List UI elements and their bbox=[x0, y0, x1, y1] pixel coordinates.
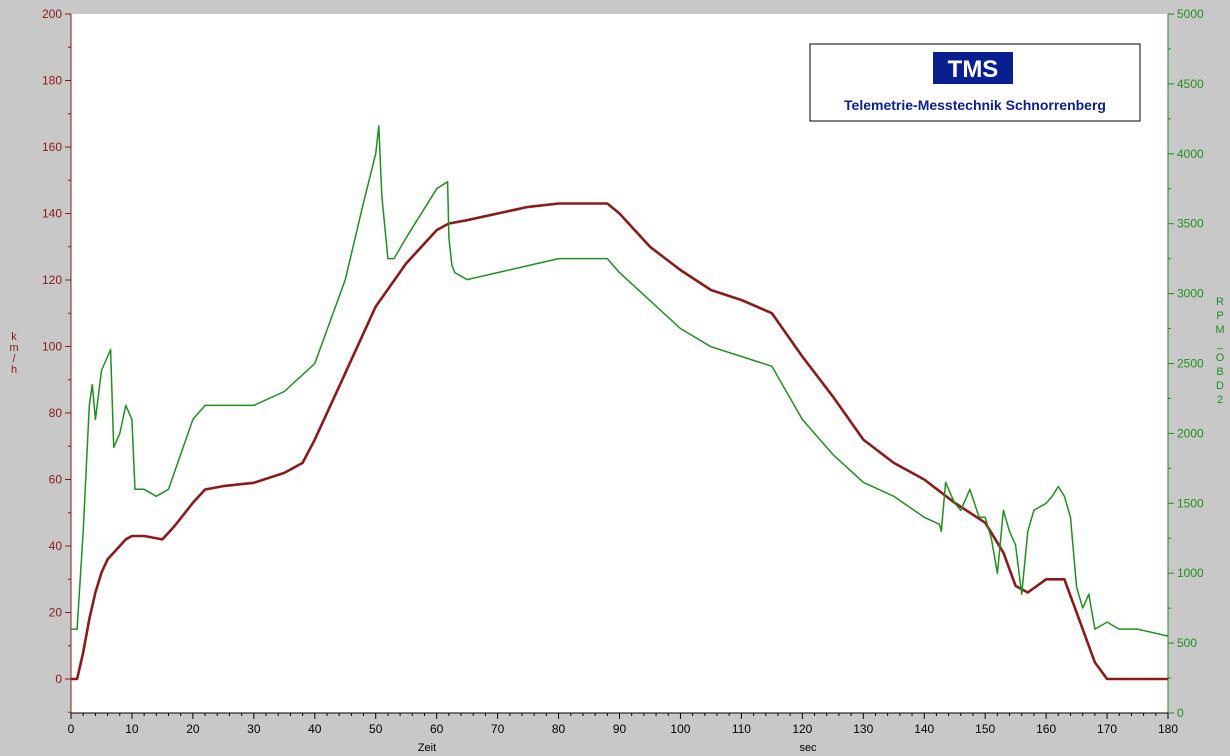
x-tick-label: 150 bbox=[975, 722, 995, 736]
x-tick-label: 60 bbox=[430, 722, 444, 736]
x-tick-label: 140 bbox=[914, 722, 934, 736]
x-axis-unit-label: sec bbox=[799, 742, 817, 754]
right-axis-title-char: R bbox=[1216, 296, 1224, 308]
right-tick-label: 1500 bbox=[1177, 496, 1204, 510]
right-axis-title-char: B bbox=[1216, 366, 1223, 378]
x-axis: 0 10 20 30 40 50 60 70 80 90 100 110 120 130 140 150 160… bbox=[68, 713, 1179, 736]
right-tick-label: 3000 bbox=[1177, 287, 1204, 301]
right-tick-label: 2500 bbox=[1177, 357, 1204, 371]
right-axis-title-char: P bbox=[1216, 310, 1223, 322]
left-tick-label: 40 bbox=[49, 539, 63, 553]
right-axis-title-char: _ bbox=[1216, 338, 1224, 350]
right-tick-label: 500 bbox=[1177, 636, 1197, 650]
right-axis-title-char: 2 bbox=[1217, 394, 1223, 406]
x-tick-label: 90 bbox=[613, 722, 627, 736]
left-tick-label: 180 bbox=[42, 74, 62, 88]
left-tick-label: 0 bbox=[55, 672, 62, 686]
left-tick-label: 20 bbox=[49, 606, 63, 620]
left-y-axis: 0 20 40 60 80 100 120 140 160 180 200 bbox=[42, 7, 71, 713]
right-axis-title-char: O bbox=[1216, 352, 1225, 364]
left-tick-label: 200 bbox=[42, 7, 62, 21]
left-axis-title: km/h bbox=[9, 331, 18, 376]
x-tick-label: 20 bbox=[186, 722, 200, 736]
x-tick-label: 30 bbox=[247, 722, 261, 736]
x-tick-label: 110 bbox=[732, 722, 751, 736]
right-tick-label: 1000 bbox=[1177, 566, 1204, 580]
right-tick-label: 3500 bbox=[1177, 217, 1204, 231]
x-tick-label: 0 bbox=[68, 722, 75, 736]
right-axis-title-char: M bbox=[1215, 324, 1224, 336]
right-tick-label: 5000 bbox=[1177, 7, 1204, 21]
x-tick-label: 100 bbox=[670, 722, 690, 736]
company-logo: TMS Telemetrie-Messtechnik Schnorrenberg bbox=[810, 44, 1140, 121]
left-tick-label: 80 bbox=[49, 406, 63, 420]
right-tick-label: 4500 bbox=[1177, 77, 1204, 91]
x-tick-label: 130 bbox=[853, 722, 873, 736]
left-axis-title-char: h bbox=[11, 364, 17, 376]
x-tick-label: 120 bbox=[792, 722, 812, 736]
right-tick-label: 0 bbox=[1177, 706, 1184, 720]
right-tick-label: 4000 bbox=[1177, 147, 1204, 161]
x-tick-label: 180 bbox=[1158, 722, 1178, 736]
x-tick-label: 10 bbox=[125, 722, 139, 736]
right-y-axis: 0 500 1000 1500 2000 2500 3000 3500 4000 4500 5000 bbox=[1168, 7, 1204, 720]
x-tick-label: 160 bbox=[1036, 722, 1056, 736]
x-tick-label: 80 bbox=[552, 722, 566, 736]
right-tick-label: 2000 bbox=[1177, 426, 1204, 440]
right-axis-title-char: D bbox=[1216, 380, 1224, 392]
x-tick-label: 40 bbox=[308, 722, 322, 736]
x-tick-label: 170 bbox=[1097, 722, 1117, 736]
left-tick-label: 100 bbox=[42, 340, 62, 354]
x-tick-label: 50 bbox=[369, 722, 383, 736]
logo-company-name: Telemetrie-Messtechnik Schnorrenberg bbox=[844, 97, 1106, 113]
x-axis-label: Zeit bbox=[418, 742, 436, 754]
x-tick-label: 70 bbox=[491, 722, 505, 736]
left-tick-label: 60 bbox=[49, 473, 63, 487]
left-tick-label: 160 bbox=[42, 140, 62, 154]
left-tick-label: 140 bbox=[42, 207, 62, 221]
logo-mark-text: TMS bbox=[948, 56, 999, 83]
right-axis-title: RPM _ OBD 2 bbox=[1215, 296, 1224, 406]
left-tick-label: 120 bbox=[42, 273, 62, 287]
